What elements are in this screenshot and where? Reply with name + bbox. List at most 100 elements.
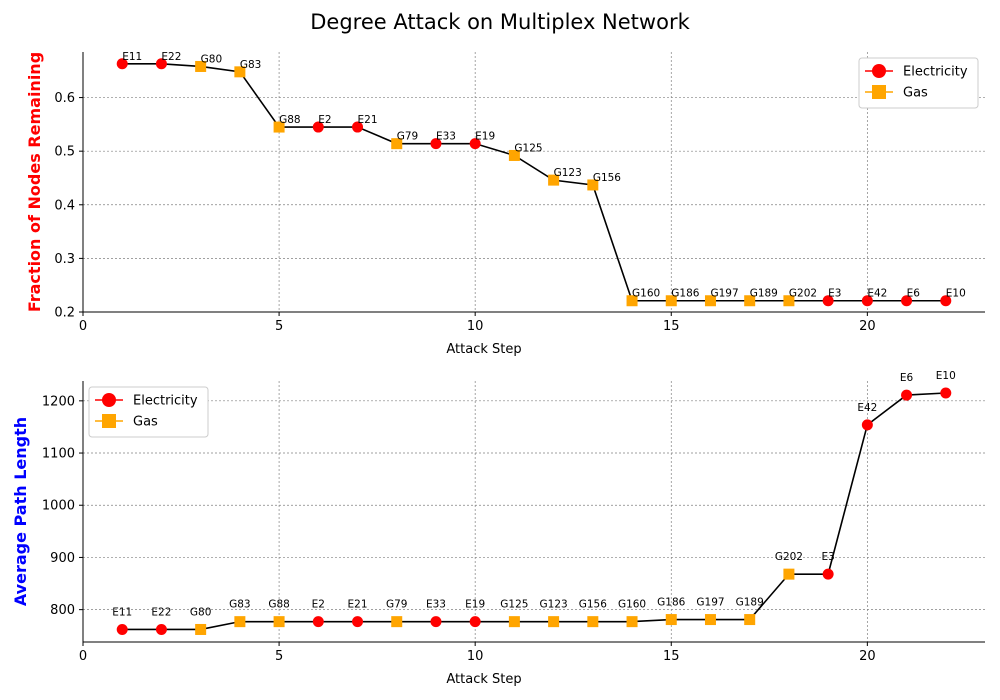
y-tick-label: 0.2	[54, 306, 75, 321]
electricity-point	[155, 623, 167, 635]
gas-point	[744, 614, 756, 626]
node-label: G189	[736, 597, 764, 609]
gas-point	[548, 616, 560, 628]
gas-point	[195, 623, 207, 635]
legend-electricity-label: Electricity	[133, 394, 198, 409]
gas-point	[665, 614, 677, 626]
x-axis-label: Attack Step	[446, 342, 521, 357]
node-label: G160	[618, 599, 646, 611]
x-tick-label: 5	[275, 319, 283, 334]
legend-gas-label: Gas	[903, 86, 928, 101]
node-label: G160	[632, 288, 660, 300]
node-label: G197	[696, 597, 724, 609]
node-label: E33	[436, 131, 456, 143]
x-tick-label: 10	[467, 319, 484, 334]
node-label: E6	[907, 288, 921, 300]
legend-gas-label: Gas	[133, 415, 158, 430]
electricity-point	[116, 58, 128, 70]
y-tick-label: 900	[50, 551, 75, 566]
node-label: G88	[279, 114, 301, 126]
legend-electricity-marker	[872, 64, 886, 78]
electricity-point	[312, 616, 324, 628]
electricity-point	[861, 419, 873, 431]
legend: Electricity Gas	[88, 386, 209, 438]
node-label: E22	[151, 606, 171, 618]
node-label: G202	[789, 288, 817, 300]
gas-point	[273, 616, 285, 628]
electricity-point	[469, 616, 481, 628]
node-label: E11	[122, 51, 142, 63]
gas-point	[704, 295, 716, 307]
node-label: E2	[318, 114, 331, 126]
series-line	[122, 62, 946, 302]
y-axis-label: Average Path Length	[11, 417, 30, 606]
node-label: G83	[229, 599, 251, 611]
x-tick-label: 15	[663, 649, 680, 664]
electricity-point	[430, 138, 442, 150]
y-tick-label: 1200	[42, 394, 75, 409]
node-label: G123	[554, 167, 582, 179]
electricity-point	[469, 138, 481, 150]
electricity-point	[901, 295, 913, 307]
gas-point	[195, 60, 207, 72]
node-label: G125	[514, 142, 542, 154]
node-label: G202	[775, 551, 803, 563]
gas-point	[744, 295, 756, 307]
node-label: G189	[750, 288, 778, 300]
y-tick-label: 0.4	[54, 198, 75, 213]
chart-panel-2: 0 5 10 15 20 800 900 1000 1100 1200 Attack Step Ave…	[11, 370, 985, 687]
gas-point	[391, 616, 403, 628]
x-tick-label: 20	[859, 649, 876, 664]
electricity-point	[352, 121, 364, 133]
x-tick-label: 10	[467, 649, 484, 664]
node-label: G79	[397, 131, 419, 143]
electricity-point	[861, 295, 873, 307]
node-label: G80	[190, 606, 212, 618]
electricity-point	[312, 121, 324, 133]
y-tick-label: 0.6	[54, 91, 75, 106]
x-axis-label: Attack Step	[446, 672, 521, 687]
electricity-point	[155, 58, 167, 70]
gas-point	[234, 616, 246, 628]
node-label: E22	[161, 51, 181, 63]
node-label: E10	[946, 288, 966, 300]
legend: Electricity Gas	[858, 57, 979, 109]
node-label: G156	[579, 599, 607, 611]
y-tick-label: 0.5	[54, 145, 75, 160]
gas-point	[548, 174, 560, 186]
legend-gas-marker	[872, 85, 886, 99]
chart-panel-1: 0 5 10 15 20 0.2 0.3 0.4 0.5 0.6 Attack Step Fracti…	[25, 51, 985, 357]
node-label: E3	[828, 288, 841, 300]
electricity-point	[352, 616, 364, 628]
x-tick-label: 5	[275, 649, 283, 664]
node-label: G123	[540, 599, 568, 611]
gas-point	[234, 66, 246, 78]
electricity-point	[940, 387, 952, 399]
y-axis-label: Fraction of Nodes Remaining	[25, 52, 44, 312]
x-tick-label: 0	[79, 319, 87, 334]
node-label: E19	[465, 599, 485, 611]
figure-title: Degree Attack on Multiplex Network	[310, 10, 690, 34]
node-label: G125	[500, 599, 528, 611]
legend-gas-marker	[102, 414, 116, 428]
series-line	[122, 392, 946, 631]
node-label: G83	[240, 59, 262, 71]
electricity-point	[901, 389, 913, 401]
gas-point	[587, 179, 599, 191]
x-tick-label: 20	[859, 319, 876, 334]
y-tick-label: 1100	[42, 447, 75, 462]
gas-point	[508, 149, 520, 161]
electricity-point	[822, 568, 834, 580]
gas-point	[626, 616, 638, 628]
x-tick-label: 0	[79, 649, 87, 664]
gas-point	[391, 138, 403, 150]
node-label: G80	[201, 53, 223, 65]
electricity-point	[116, 623, 128, 635]
node-label: G88	[268, 599, 290, 611]
legend-electricity-marker	[102, 393, 116, 407]
node-label: E21	[358, 114, 378, 126]
node-label: G186	[657, 597, 685, 609]
legend-electricity-label: Electricity	[903, 65, 968, 80]
